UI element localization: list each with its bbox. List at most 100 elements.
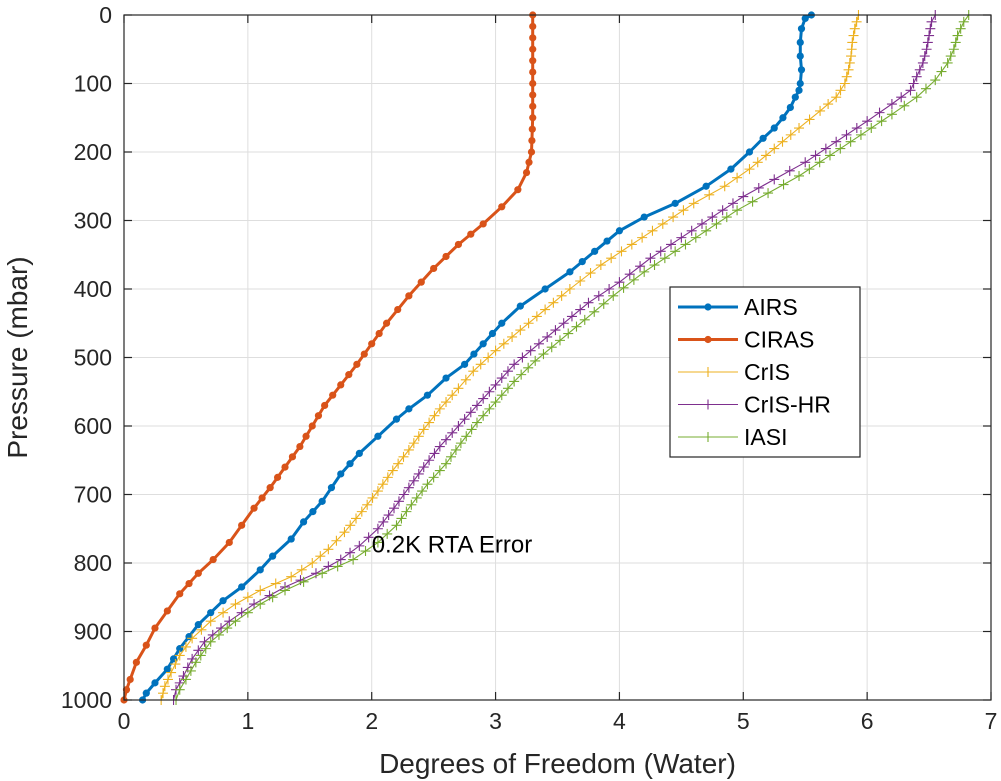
series-cris-hr-point — [635, 261, 646, 272]
series-cris-point — [719, 181, 730, 192]
series-iasi-point — [639, 266, 650, 277]
series-airs-point — [796, 38, 804, 47]
series-cris-point — [242, 592, 253, 603]
series-cris-hr-point — [429, 448, 440, 459]
series-cris-point — [367, 492, 378, 503]
series-airs-point — [801, 14, 809, 23]
series-iasi-point — [598, 298, 609, 309]
series-cris-hr-point — [424, 455, 435, 466]
series-cris-hr-point — [434, 441, 445, 452]
y-axis-label: Pressure (mbar) — [2, 256, 33, 458]
legend: AIRS CIRAS CrIS CrIS-HR IASI — [669, 286, 861, 458]
legend-airs-point — [704, 303, 712, 311]
series-iasi-point — [778, 179, 789, 190]
series-airs-point — [498, 319, 506, 327]
series-airs-point — [142, 689, 150, 697]
y-tick-label: 300 — [74, 208, 112, 234]
series-airs-point — [287, 535, 295, 543]
series-cris-point — [540, 304, 551, 315]
series-iasi-point — [471, 417, 482, 428]
series-cris-hr-point — [441, 434, 452, 445]
series-airs-point — [194, 621, 202, 629]
series-cris-point — [162, 674, 173, 685]
series-airs-point — [615, 227, 624, 235]
series-cris-point — [418, 424, 429, 435]
series-cris-point — [647, 225, 658, 236]
series-cris-point — [846, 51, 857, 62]
series-iasi-point — [496, 390, 507, 401]
series-cris-hr-point — [335, 554, 346, 565]
series-iasi-point — [200, 643, 211, 654]
series-airs-point — [591, 247, 599, 255]
series-cris-point — [732, 172, 743, 183]
legend-ciras-point — [704, 335, 712, 344]
series-airs-point — [796, 79, 804, 88]
series-iasi-point — [174, 684, 185, 695]
annotation-rta-error: 0.2K RTA Error — [372, 532, 533, 559]
legend-label: AIRS — [744, 294, 798, 320]
series-cris-point — [270, 578, 281, 589]
series-ciras-point — [126, 675, 134, 684]
series-cris-point — [387, 465, 398, 476]
series-cris-hr-point — [874, 107, 885, 118]
series-cris-point — [351, 513, 362, 524]
series-ciras-point — [296, 442, 304, 451]
series-iasi-point — [936, 66, 947, 77]
series-iasi-point — [589, 306, 600, 317]
y-tick-label: 0 — [99, 2, 112, 28]
series-airs-point — [299, 518, 308, 526]
series-ciras-point — [368, 340, 376, 348]
series-iasi-point — [461, 431, 472, 442]
legend-item-cris: CrIS — [678, 359, 790, 385]
series-ciras-point — [329, 391, 337, 399]
series-cris-point — [785, 129, 796, 140]
series-iasi-point — [360, 546, 371, 557]
series-iasi-point — [382, 528, 393, 539]
series-cris-hr-point — [738, 191, 749, 202]
series-cris-point — [595, 260, 606, 271]
series-cris-hr-point — [707, 212, 718, 223]
series-iasi-point — [445, 451, 456, 462]
series-cris-point — [678, 205, 689, 216]
series-iasi-point — [332, 561, 343, 572]
series-cris-hr-point — [383, 510, 394, 521]
series-cris-point — [637, 232, 648, 243]
legend-item-cris-hr: CrIS-HR — [678, 392, 831, 418]
legend-cris-hr-point — [703, 399, 713, 410]
series-iasi-point — [866, 123, 877, 134]
y-tick-label: 100 — [74, 71, 112, 97]
series-cris-hr-point — [542, 331, 553, 342]
series-iasi-point — [267, 592, 278, 603]
series-cris-point — [847, 37, 858, 48]
series-airs-point — [151, 679, 159, 687]
series-ciras-point — [394, 305, 402, 314]
series-cris-hr-point — [502, 366, 513, 377]
series-airs-point — [256, 566, 264, 574]
series-iasi-point — [855, 129, 866, 140]
series-airs-point — [337, 470, 345, 478]
series-ciras-point — [163, 607, 171, 615]
series-cris-point — [848, 30, 859, 41]
x-tick-label: 1 — [241, 708, 254, 734]
series-ciras-point — [250, 504, 258, 512]
y-tick-label: 700 — [74, 482, 112, 508]
series-cris-point — [362, 499, 373, 510]
series-cris-hr-point — [717, 205, 728, 216]
legend-cris-point — [703, 367, 713, 377]
series-airs-point — [470, 350, 478, 358]
series-iasi-point — [747, 196, 758, 207]
series-airs-point — [797, 25, 806, 33]
series-ciras-point — [122, 686, 131, 694]
series-iasi-point — [466, 424, 477, 435]
series-airs-point — [566, 268, 574, 276]
series-cris-hr-point — [408, 475, 419, 486]
series-iasi-point — [180, 674, 191, 685]
series-cris-point — [315, 551, 326, 562]
series-cris-hr-point — [841, 129, 852, 140]
series-cris-point — [657, 218, 668, 229]
series-cris-point — [688, 198, 699, 209]
series-cris-point — [843, 64, 854, 75]
series-cris-hr-point — [533, 338, 544, 349]
series-iasi-point — [952, 30, 963, 41]
series-layer — [120, 10, 974, 705]
